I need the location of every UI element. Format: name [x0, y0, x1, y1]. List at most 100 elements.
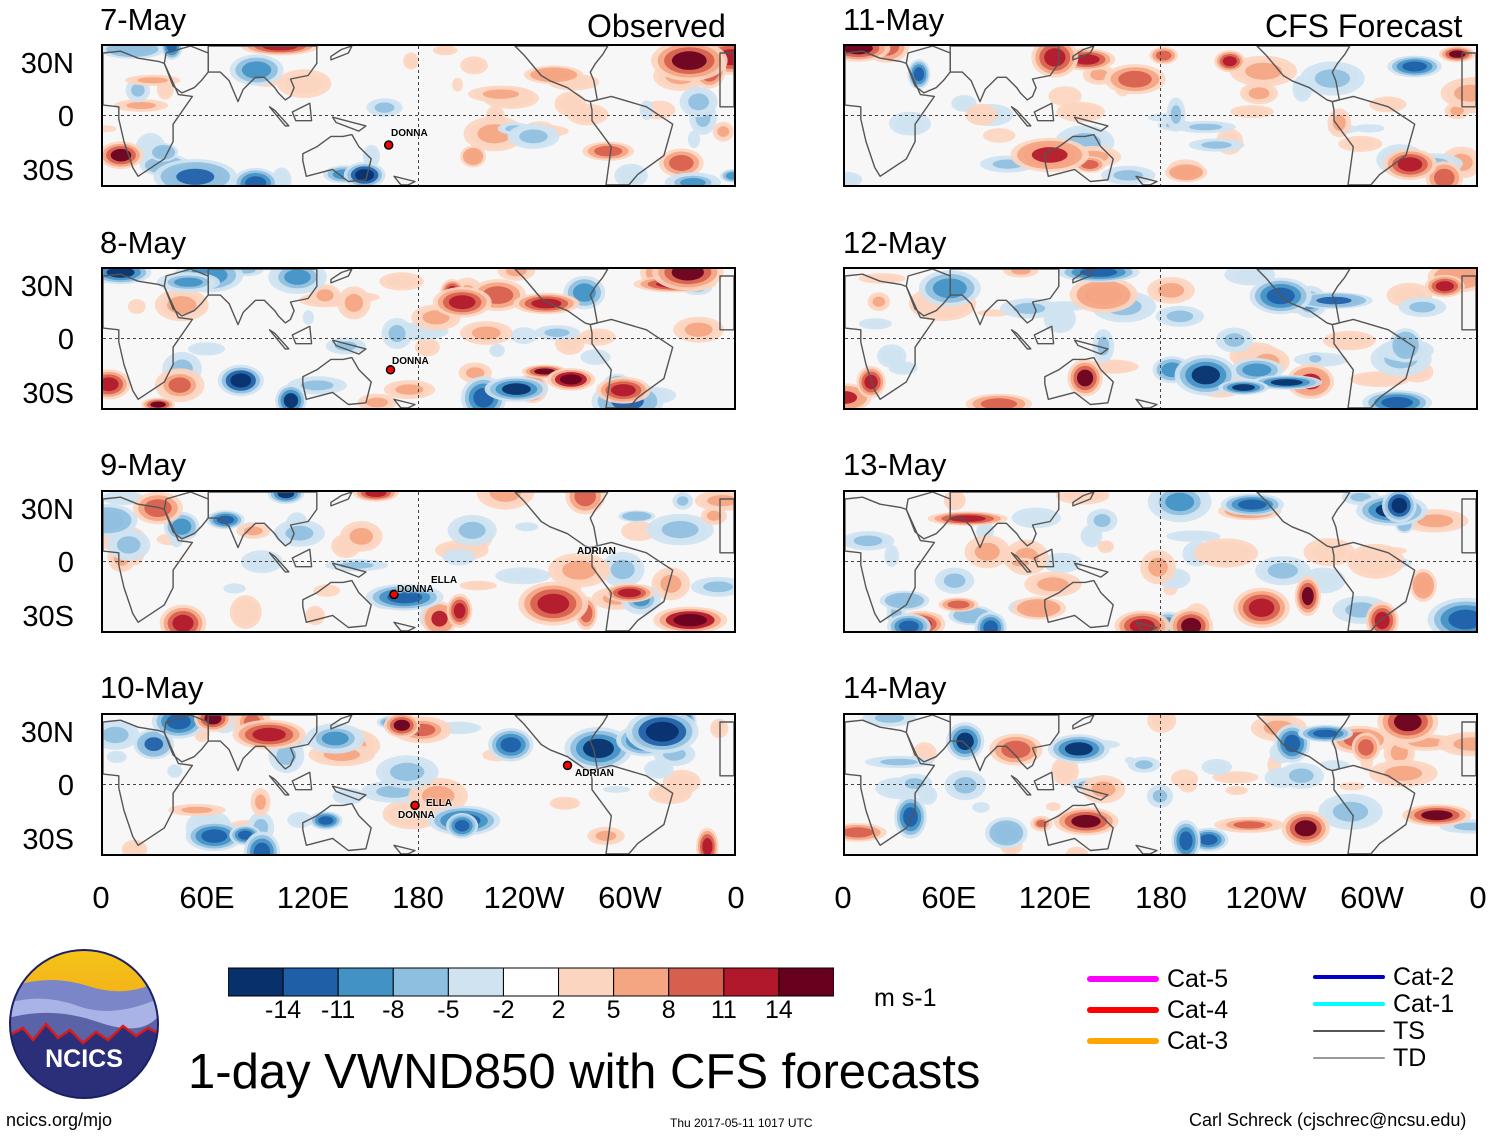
- legend-label: Cat-2: [1393, 962, 1455, 991]
- vwnd-field: [845, 715, 1476, 854]
- colorbar-tick-label: -5: [437, 996, 460, 1024]
- vwnd-field: [103, 492, 734, 631]
- lon-label-0: 0: [92, 880, 110, 915]
- lon-label-60w: 60W: [1340, 880, 1404, 915]
- map-panel-13-may: [843, 490, 1478, 633]
- map-panel-10-may: [101, 713, 736, 856]
- storm-label: DONNA: [392, 356, 429, 367]
- legend-item: Cat-4: [1087, 996, 1228, 1024]
- legend-label: Cat-1: [1393, 989, 1455, 1018]
- map-panel-14-may: [843, 713, 1478, 856]
- map-panel-11-may: [843, 44, 1478, 187]
- forecast-header: CFS Forecast: [1265, 8, 1463, 44]
- legend-label: TD: [1393, 1043, 1427, 1072]
- storm-marker: [385, 365, 396, 375]
- panel-date-10-may: 10-May: [100, 670, 204, 705]
- storm-label: ADRIAN: [577, 546, 616, 557]
- colorbar-tick-label: -8: [382, 996, 405, 1024]
- legend-line: [1313, 975, 1385, 979]
- panel-date-7-may: 7-May: [100, 2, 187, 37]
- lon-label-180: 180: [392, 880, 444, 915]
- panel-date-9-may: 9-May: [100, 447, 187, 482]
- footer-credit: Carl Schreck (cjschrec@ncsu.edu): [1189, 1110, 1467, 1130]
- lat-label-30s: 30S: [22, 378, 74, 410]
- lon-label-120e: 120E: [1018, 880, 1092, 915]
- legend-line: [1313, 1029, 1385, 1033]
- lat-label-30n: 30N: [20, 48, 74, 80]
- colorbar-swatch: [723, 967, 780, 997]
- lat-label-30n: 30N: [20, 271, 74, 303]
- colorbar-swatch: [558, 967, 615, 997]
- colorbar-swatch: [337, 967, 394, 997]
- legend-item: Cat-5: [1087, 965, 1228, 993]
- panel-date-13-may: 13-May: [843, 447, 947, 482]
- colorbar-swatch: [502, 967, 560, 997]
- storm-label: DONNA: [391, 128, 428, 139]
- map-panel-7-may: [101, 44, 736, 187]
- lat-label-0: 0: [57, 101, 74, 133]
- colorbar-swatch: [613, 967, 670, 997]
- vwnd-field: [845, 269, 1476, 408]
- lon-label-120w: 120W: [483, 880, 565, 915]
- colorbar-tick-label: 8: [661, 996, 676, 1024]
- vwnd-field: [845, 46, 1476, 185]
- storm-marker: [562, 760, 573, 771]
- colorbar-tick-label: 14: [765, 996, 793, 1024]
- lat-label-0: 0: [57, 324, 74, 356]
- lon-label-60e: 60E: [179, 880, 235, 915]
- panel-date-12-may: 12-May: [843, 225, 947, 260]
- footer-url: ncics.org/mjo: [6, 1110, 113, 1130]
- legend-item: Cat-1: [1313, 990, 1454, 1018]
- legend-line: [1087, 1038, 1159, 1044]
- lat-label-30s: 30S: [22, 824, 74, 856]
- lat-label-30n: 30N: [20, 717, 74, 749]
- colorbar-swatch: [282, 967, 339, 997]
- lon-label-120e: 120E: [276, 880, 350, 915]
- lon-label-60e: 60E: [921, 880, 977, 915]
- colorbar-tick-label: 5: [606, 996, 621, 1024]
- storm-label: ADRIAN: [575, 768, 614, 779]
- legend-line: [1313, 1002, 1385, 1006]
- lat-label-30s: 30S: [22, 155, 74, 187]
- observed-header: Observed: [587, 8, 726, 44]
- colorbar-swatch: [668, 967, 725, 997]
- legend-line: [1313, 1057, 1385, 1059]
- lon-label-120w: 120W: [1225, 880, 1307, 915]
- legend-label: Cat-5: [1167, 964, 1229, 993]
- colorbar-tick-label: 11: [710, 996, 737, 1024]
- lat-label-0: 0: [57, 547, 74, 579]
- legend-item: TS: [1313, 1017, 1425, 1045]
- ncics-logo: NCICS: [9, 949, 159, 1099]
- lat-label-0: 0: [57, 770, 74, 802]
- storm-label: DONNA: [398, 810, 435, 821]
- legend-label: Cat-4: [1167, 995, 1229, 1024]
- colorbar-swatch: [228, 967, 284, 997]
- storm-label: DONNA: [397, 584, 434, 595]
- colorbar-tick-label: 2: [551, 996, 566, 1024]
- panel-date-8-may: 8-May: [100, 225, 187, 260]
- storm-label: ELLA: [431, 575, 458, 586]
- lon-label-180: 180: [1135, 880, 1187, 915]
- vwnd-field: [103, 715, 734, 854]
- vwnd-field: [103, 269, 734, 408]
- panel-date-11-may: 11-May: [843, 2, 945, 37]
- vwnd-field: [845, 492, 1476, 631]
- colorbar: [228, 967, 834, 997]
- colorbar-tick-label: -14: [265, 996, 302, 1024]
- vwnd-field: [103, 46, 734, 185]
- colorbar-tick-label: -11: [321, 996, 356, 1024]
- lon-label-0: 0: [1469, 880, 1487, 915]
- legend-line: [1087, 1007, 1159, 1013]
- map-panel-9-may: [101, 490, 736, 633]
- lon-label-60w: 60W: [598, 880, 662, 915]
- legend-item: Cat-3: [1087, 1027, 1228, 1055]
- legend-label: Cat-3: [1167, 1026, 1229, 1055]
- lon-label-0: 0: [727, 880, 745, 915]
- legend-item: Cat-2: [1313, 963, 1454, 991]
- main-title: 1-day VWND850 with CFS forecasts: [188, 1045, 981, 1099]
- colorbar-swatch: [447, 967, 504, 997]
- legend-line: [1087, 976, 1159, 982]
- storm-label: ELLA: [426, 798, 453, 809]
- colorbar-swatch: [778, 967, 834, 997]
- lat-label-30s: 30S: [22, 601, 74, 633]
